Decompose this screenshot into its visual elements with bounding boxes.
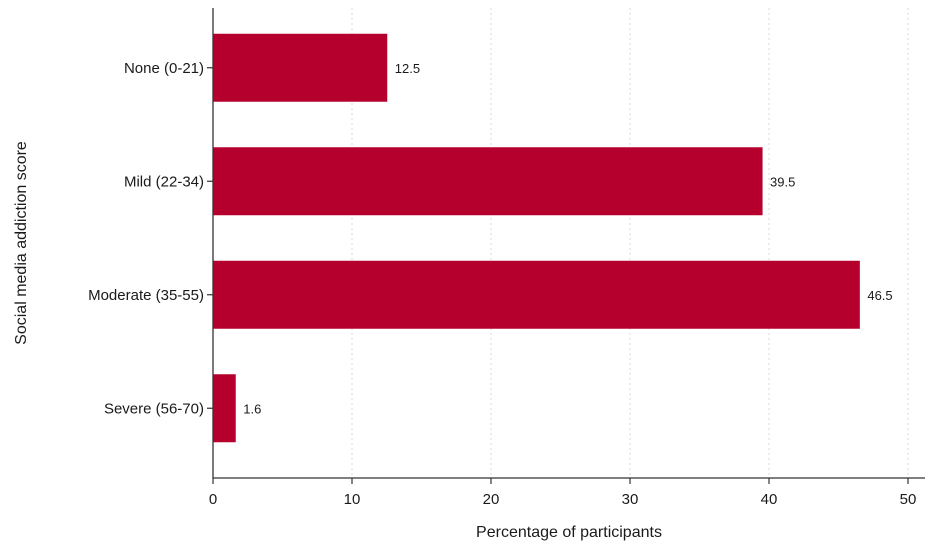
category-label: Mild (22-34) <box>124 173 204 190</box>
value-label: 39.5 <box>770 174 795 189</box>
x-axis-title: Percentage of participants <box>476 524 662 541</box>
bars <box>213 33 860 443</box>
bar <box>213 260 860 329</box>
value-label: 46.5 <box>867 288 892 303</box>
bar <box>213 33 388 102</box>
gridlines <box>351 8 909 478</box>
x-tick-label: 0 <box>209 491 217 508</box>
x-tick-label: 30 <box>622 491 639 508</box>
value-label: 12.5 <box>395 61 420 76</box>
value-labels: 12.5 39.5 46.5 1.6 <box>243 61 892 417</box>
category-label: Severe (56-70) <box>104 400 204 417</box>
category-label: None (0-21) <box>124 60 204 77</box>
x-tick-label: 50 <box>900 491 917 508</box>
bar <box>213 374 236 443</box>
category-label: Moderate (35-55) <box>88 287 204 304</box>
x-ticks: 0 10 20 30 40 50 <box>209 478 917 508</box>
x-tick-label: 20 <box>483 491 500 508</box>
y-axis-title: Social media addiction score <box>13 141 30 345</box>
axes <box>212 8 925 479</box>
x-tick-label: 10 <box>344 491 361 508</box>
bar <box>213 147 763 216</box>
x-tick-label: 40 <box>761 491 778 508</box>
value-label: 1.6 <box>243 401 261 416</box>
category-labels: None (0-21) Mild (22-34) Moderate (35-55) S… <box>88 60 213 417</box>
